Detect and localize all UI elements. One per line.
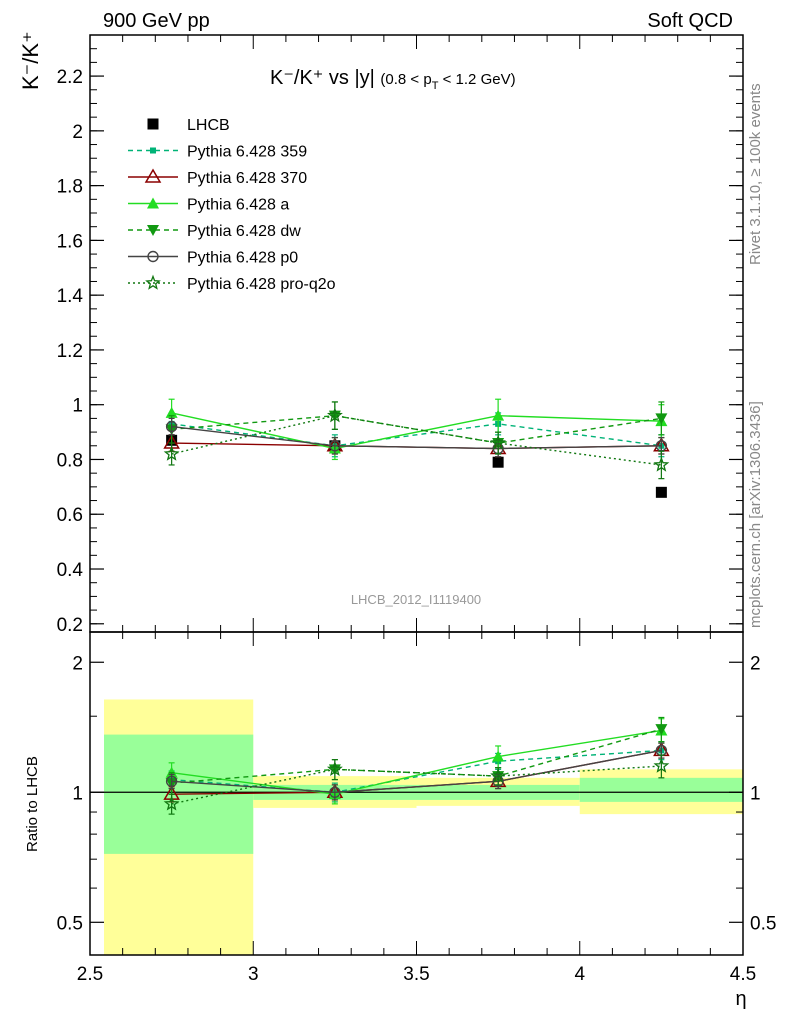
legend-marker bbox=[147, 225, 159, 236]
chart-title: K⁻/K⁺ vs |y| (0.8 < pT < 1.2 GeV) bbox=[270, 67, 516, 92]
ratio-series-group bbox=[163, 716, 670, 815]
main-data-point bbox=[492, 409, 505, 421]
main-series-line bbox=[171, 414, 662, 466]
ratio-uncertainty-bands bbox=[90, 699, 743, 955]
y-tick-label-ratio-right: 2 bbox=[750, 653, 761, 674]
y-tick-label-main: 1.2 bbox=[57, 341, 83, 362]
ratio-series-line bbox=[171, 749, 662, 793]
legend-label: Pythia 6.428 p0 bbox=[187, 250, 298, 267]
legend-marker bbox=[147, 197, 159, 209]
main-series-group bbox=[163, 398, 670, 498]
x-tick-label: 4 bbox=[574, 964, 585, 985]
legend-label: LHCB bbox=[187, 117, 230, 134]
main-data-point bbox=[655, 486, 667, 498]
main-series-line bbox=[171, 423, 662, 447]
ratio-axis-ticks: 0.5 0.5 1 1 2 2 2.5 3 3.5 4 4.5 bbox=[57, 632, 776, 985]
main-data-point bbox=[326, 407, 343, 423]
main-data-point bbox=[163, 445, 180, 461]
legend: LHCB Pythia 6.428 359 Pythia 6.428 370 Pyth… bbox=[128, 117, 336, 293]
y-tick-label-main: 1.4 bbox=[57, 286, 84, 307]
y-tick-label-main: 0.2 bbox=[57, 615, 83, 636]
header-right-label: Soft QCD bbox=[647, 10, 733, 32]
y-tick-label-main: 2.2 bbox=[57, 67, 83, 88]
x-tick-label: 4.5 bbox=[730, 964, 756, 985]
ratio-data-point bbox=[653, 757, 670, 773]
main-data-point bbox=[653, 456, 670, 472]
y-tick-label-main: 1 bbox=[72, 396, 83, 417]
ratio-data-point bbox=[490, 767, 506, 783]
y-tick-label-main: 0.4 bbox=[57, 560, 84, 581]
ratio-data-point bbox=[655, 724, 668, 736]
x-tick-label: 3.5 bbox=[403, 964, 429, 985]
ratio-data-point bbox=[492, 750, 505, 762]
chart-title-cond-prefix: (0.8 < p bbox=[380, 71, 431, 88]
legend-marker bbox=[147, 250, 159, 263]
y-tick-label-main: 1.8 bbox=[57, 177, 83, 198]
chart-title-cond-sub: T bbox=[432, 80, 439, 92]
main-data-point bbox=[655, 413, 668, 425]
x-tick-label: 2.5 bbox=[77, 964, 103, 985]
mcplots-credit-label: mcplots.cern.ch [arXiv:1306.3436] bbox=[747, 401, 764, 628]
ratio-band-stat bbox=[579, 777, 743, 802]
ratio-data-point bbox=[326, 760, 343, 777]
main-data-point bbox=[165, 420, 178, 433]
header-left-label: 900 GeV pp bbox=[103, 10, 210, 32]
y-tick-label-ratio: 1 bbox=[72, 783, 83, 804]
x-tick-label: 3 bbox=[248, 964, 259, 985]
ratio-panel-frame bbox=[89, 631, 744, 956]
legend-label: Pythia 6.428 370 bbox=[187, 170, 307, 187]
ratio-data-point bbox=[329, 786, 341, 798]
x-axis-label: η bbox=[735, 988, 746, 1010]
rivet-version-label: Rivet 3.1.10, ≥ 100k events bbox=[747, 83, 764, 265]
ratio-series-line bbox=[171, 749, 662, 793]
legend-marker bbox=[150, 147, 156, 154]
chart-title-main: K⁻/K⁺ vs |y| bbox=[270, 67, 375, 89]
main-data-point bbox=[329, 440, 341, 452]
y-tick-label-ratio: 0.5 bbox=[57, 913, 83, 934]
y-tick-label-main: 2 bbox=[72, 122, 83, 143]
y-tick-label-main: 1.6 bbox=[57, 231, 83, 252]
main-data-point bbox=[490, 434, 507, 450]
y-axis-label-ratio: Ratio to LHCB bbox=[24, 756, 41, 852]
legend-label: Pythia 6.428 pro-q2o bbox=[187, 276, 336, 293]
main-axis-ticks: 0.2 0.4 0.6 0.8 1 1.2 1.4 1.6 1.8 2 2.2 bbox=[57, 35, 744, 636]
main-data-point bbox=[492, 456, 504, 468]
analysis-watermark: LHCB_2012_I1119400 bbox=[351, 592, 481, 607]
y-tick-label-ratio-right: 1 bbox=[750, 783, 761, 804]
chart-title-cond-suffix: < 1.2 GeV) bbox=[438, 71, 515, 88]
y-tick-label-ratio: 2 bbox=[72, 653, 83, 674]
y-tick-label-main: 0.8 bbox=[57, 450, 83, 471]
legend-marker bbox=[145, 274, 161, 290]
ratio-data-point bbox=[165, 775, 178, 788]
y-axis-label-main: K⁻/K⁺ bbox=[18, 31, 43, 90]
y-tick-label-main: 0.6 bbox=[57, 505, 83, 526]
ratio-series-line bbox=[171, 729, 662, 795]
legend-label: Pythia 6.428 a bbox=[187, 197, 289, 214]
ratio-data-point bbox=[163, 795, 180, 811]
legend-label: Pythia 6.428 dw bbox=[187, 223, 301, 240]
main-series-line bbox=[171, 412, 662, 450]
legend-label: Pythia 6.428 359 bbox=[187, 144, 307, 161]
ratio-series-line bbox=[171, 728, 662, 784]
y-tick-label-ratio-right: 0.5 bbox=[750, 913, 776, 934]
legend-marker bbox=[147, 118, 159, 130]
legend-marker bbox=[144, 168, 162, 183]
main-series-line bbox=[171, 425, 662, 450]
